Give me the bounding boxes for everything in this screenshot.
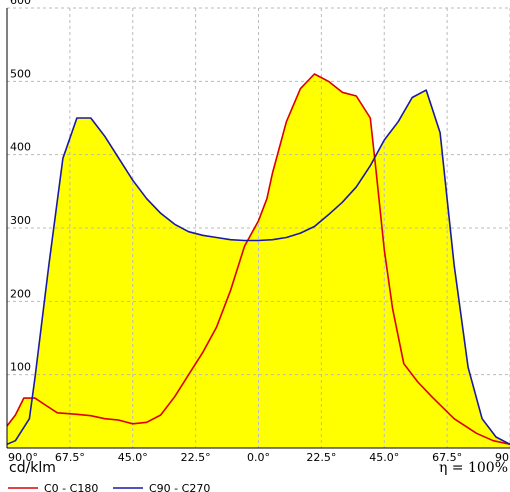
x-tick-label-8: 67.5° <box>432 451 462 464</box>
y-tick-label-2: 200 <box>10 287 31 300</box>
y-tick-label-5: 500 <box>10 67 31 80</box>
legend-label-1: C0 - C180 <box>44 482 98 492</box>
y-unit-label: cd/klm <box>9 460 56 476</box>
y-tick-labels: 100 200 300 400 500 600 <box>10 0 31 374</box>
x-tick-label-6: 22.5° <box>306 451 336 464</box>
x-tick-label-9: 90.0° <box>495 451 510 464</box>
efficiency-label: η = 100% <box>439 460 508 476</box>
series-line-1 <box>6 73 510 446</box>
x-tick-label-5: 0.0° <box>247 451 270 464</box>
x-tick-label-4: 22.5° <box>181 451 211 464</box>
line-layer <box>6 73 510 446</box>
y-tick-label-1: 100 <box>10 361 31 374</box>
x-tick-label-1: 90.0° <box>8 451 38 464</box>
x-tick-label-7: 45.0° <box>369 451 399 464</box>
y-tick-label-6: 600 <box>10 0 31 7</box>
legend: C0 - C180 C90 - C270 <box>8 482 210 492</box>
y-tick-label-3: 300 <box>10 214 31 227</box>
series-line-2 <box>6 89 510 446</box>
x-tick-label-3: 45.0° <box>118 451 148 464</box>
y-tick-label-4: 400 <box>10 141 31 154</box>
x-tick-labels: 90.0° 67.5° 45.0° 22.5° 0.0° 22.5° 45.0° 67.5° 9… <box>8 451 510 464</box>
x-tick-label-2: 67.5° <box>55 451 85 464</box>
legend-label-2: C90 - C270 <box>149 482 210 492</box>
